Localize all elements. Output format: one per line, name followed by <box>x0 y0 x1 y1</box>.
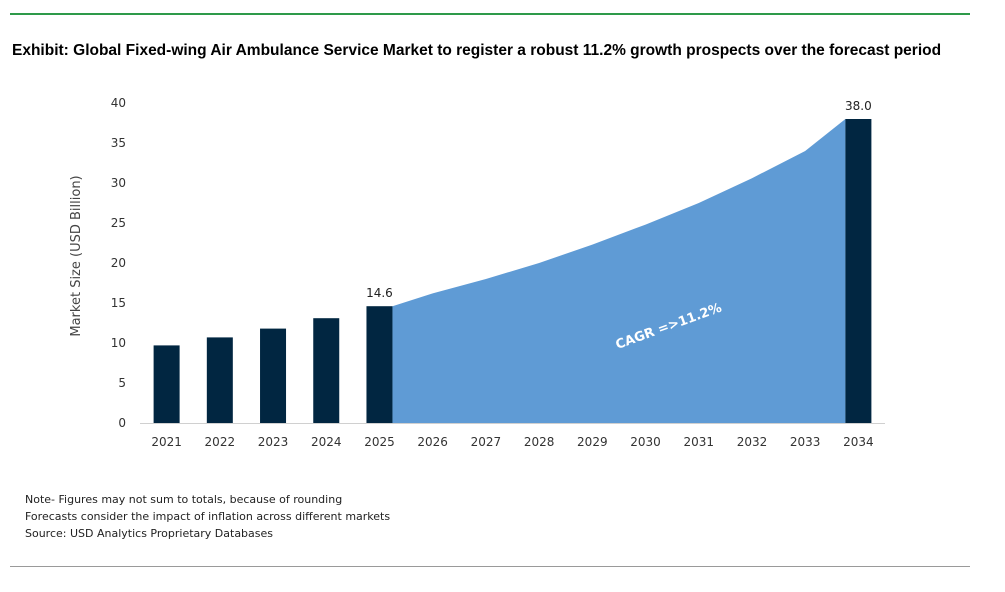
y-tick-label-35: 35 <box>111 136 126 150</box>
data-label-2034: 38.0 <box>845 99 872 113</box>
note-source: Source: USD Analytics Proprietary Databa… <box>25 527 274 540</box>
x-tick-label-2027: 2027 <box>471 435 502 449</box>
y-tick-label-0: 0 <box>118 416 126 430</box>
bottom-rule <box>10 566 970 567</box>
note-rounding: Note- Figures may not sum to totals, bec… <box>25 493 343 506</box>
y-tick-label-30: 30 <box>111 176 126 190</box>
x-tick-label-2034: 2034 <box>843 435 874 449</box>
data-label-2025: 14.6 <box>366 286 393 300</box>
bar-2024 <box>313 318 340 423</box>
x-tick-label-2033: 2033 <box>790 435 821 449</box>
x-tick-label-2032: 2032 <box>737 435 768 449</box>
x-tick-label-2030: 2030 <box>630 435 661 449</box>
x-tick-label-2021: 2021 <box>151 435 182 449</box>
x-tick-label-2031: 2031 <box>683 435 714 449</box>
y-tick-label-15: 15 <box>111 296 126 310</box>
x-tick-label-2028: 2028 <box>524 435 555 449</box>
top-accent-rule <box>10 13 970 15</box>
x-tick-label-2026: 2026 <box>417 435 448 449</box>
y-tick-label-5: 5 <box>118 376 126 390</box>
forecast-area <box>392 119 846 423</box>
bar-2022 <box>206 337 233 423</box>
x-tick-label-2022: 2022 <box>205 435 236 449</box>
y-tick-label-10: 10 <box>111 336 126 350</box>
notes-block: Note- Figures may not sum to totals, bec… <box>25 491 390 542</box>
bar-2025 <box>366 306 393 423</box>
x-tick-label-2025: 2025 <box>364 435 395 449</box>
note-inflation: Forecasts consider the impact of inflati… <box>25 510 391 523</box>
chart-title: Exhibit: Global Fixed-wing Air Ambulance… <box>12 42 942 59</box>
y-tick-label-25: 25 <box>111 216 126 230</box>
bar-2034 <box>845 119 872 423</box>
x-tick-label-2023: 2023 <box>258 435 289 449</box>
bar-2021 <box>153 345 180 423</box>
y-tick-label-40: 40 <box>111 96 126 110</box>
bar-2023 <box>260 328 287 423</box>
x-tick-label-2024: 2024 <box>311 435 342 449</box>
y-tick-label-20: 20 <box>111 256 126 270</box>
y-axis-title: Market Size (USD Billion) <box>69 175 84 336</box>
x-tick-label-2029: 2029 <box>577 435 608 449</box>
